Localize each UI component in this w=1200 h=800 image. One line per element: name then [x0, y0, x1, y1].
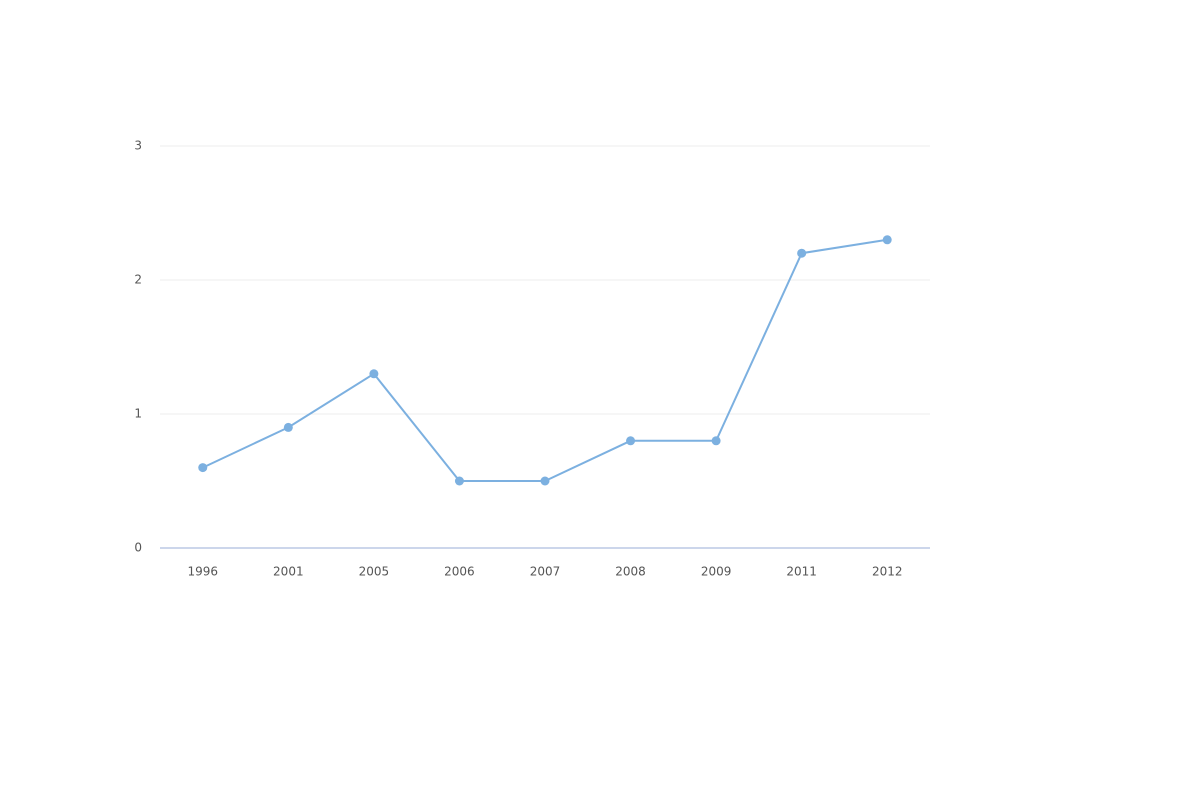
point [369, 369, 379, 379]
point [797, 248, 807, 258]
x-tick-label: 2007 [530, 565, 561, 579]
point [283, 422, 293, 432]
line [202, 238, 888, 482]
point [711, 436, 721, 446]
y-tick-label: 2 [134, 273, 142, 287]
point [198, 463, 208, 473]
x-tick-label: 2006 [444, 565, 475, 579]
x-tick-label: 2012 [872, 565, 903, 579]
point [882, 235, 892, 245]
point [454, 476, 464, 486]
y-tick-label: 1 [134, 407, 142, 421]
point [540, 476, 550, 486]
point [626, 436, 636, 446]
y-tick-label: 0 [134, 541, 142, 555]
x-tick-label: 2005 [359, 565, 390, 579]
y-tick-label: 3 [134, 139, 142, 153]
x-tick-label: 1996 [188, 565, 219, 579]
x-tick-label: 2011 [786, 565, 817, 579]
x-tick-label: 2001 [273, 565, 304, 579]
x-tick-label: 2009 [701, 565, 732, 579]
x-tick-label: 2008 [615, 565, 646, 579]
